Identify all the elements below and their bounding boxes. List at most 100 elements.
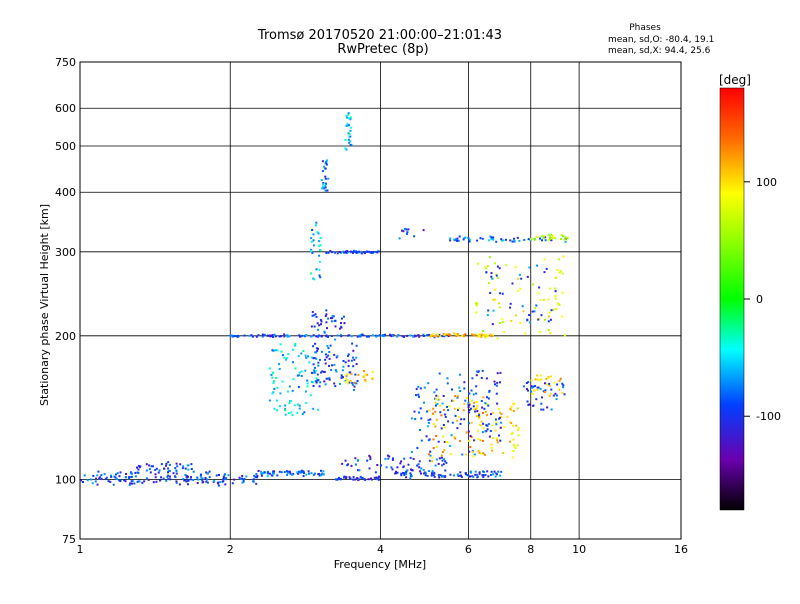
data-point — [449, 237, 452, 240]
data-point — [511, 240, 514, 243]
data-point — [311, 381, 314, 384]
data-point — [376, 464, 379, 466]
data-point — [160, 476, 162, 479]
data-point — [480, 424, 483, 427]
data-point — [550, 309, 553, 312]
data-point — [464, 236, 467, 239]
data-point — [183, 479, 186, 482]
data-point — [465, 397, 468, 400]
data-point — [426, 410, 429, 413]
data-point — [297, 470, 300, 473]
data-point — [496, 473, 498, 476]
data-point — [320, 469, 322, 472]
y-axis-ticks: 75 100 200 300 400 500 600 750 — [55, 56, 76, 546]
data-point — [355, 363, 358, 366]
y-tick-label: 600 — [55, 102, 76, 115]
data-point — [311, 371, 313, 374]
data-point — [478, 335, 481, 338]
data-point — [347, 138, 350, 141]
data-point — [392, 334, 394, 337]
data-point — [468, 403, 471, 406]
data-point — [536, 386, 539, 389]
data-point — [436, 334, 439, 337]
data-point — [466, 474, 469, 477]
data-point — [234, 335, 237, 337]
data-point — [113, 475, 116, 478]
data-point — [531, 386, 534, 389]
data-point — [157, 471, 160, 474]
data-point — [324, 186, 327, 189]
data-point — [283, 335, 286, 338]
data-point — [357, 479, 360, 482]
data-point — [476, 404, 479, 407]
data-point — [233, 335, 236, 338]
data-point — [224, 478, 227, 481]
data-point — [208, 476, 211, 479]
data-point — [480, 420, 483, 423]
data-point — [438, 398, 441, 401]
data-point — [346, 373, 349, 376]
data-point — [328, 357, 331, 360]
data-point — [498, 416, 501, 419]
data-point — [454, 414, 457, 417]
data-point — [468, 409, 471, 411]
data-point — [505, 264, 508, 267]
data-point — [313, 357, 316, 359]
data-point — [297, 472, 300, 475]
data-point — [182, 465, 185, 468]
data-point — [107, 480, 110, 483]
data-point — [280, 335, 283, 337]
data-point — [474, 408, 477, 411]
data-point — [322, 185, 324, 188]
data-point — [494, 475, 497, 478]
data-point — [341, 369, 344, 372]
data-point — [370, 251, 373, 253]
data-point — [313, 325, 316, 328]
data-point — [118, 479, 121, 482]
data-point — [425, 435, 428, 438]
data-point — [365, 335, 368, 338]
data-point — [478, 471, 481, 474]
data-point — [352, 349, 355, 352]
data-point — [320, 371, 323, 374]
data-point — [453, 436, 456, 439]
data-point — [279, 392, 282, 395]
data-point — [367, 335, 370, 338]
data-point — [494, 288, 497, 291]
data-point — [386, 454, 389, 457]
data-point — [112, 483, 115, 486]
data-point — [502, 239, 505, 242]
data-point — [543, 391, 546, 393]
data-point — [380, 334, 383, 337]
data-point — [347, 382, 350, 385]
data-point — [315, 351, 318, 354]
data-point — [149, 471, 152, 474]
data-point — [562, 384, 565, 387]
data-point — [311, 311, 314, 313]
data-point — [297, 355, 300, 358]
data-point — [467, 430, 470, 433]
data-point — [336, 355, 339, 358]
data-point — [361, 333, 364, 336]
data-point — [519, 287, 522, 290]
data-point — [90, 478, 93, 481]
data-point — [297, 374, 300, 377]
data-point — [482, 439, 484, 442]
data-point — [340, 335, 343, 338]
data-point — [419, 387, 422, 390]
data-point — [412, 335, 415, 337]
data-point — [278, 470, 281, 473]
data-point — [383, 334, 386, 337]
data-point — [109, 480, 112, 483]
data-point — [526, 318, 529, 321]
data-point — [323, 165, 326, 168]
data-point — [316, 373, 319, 376]
data-point — [566, 237, 569, 240]
data-point — [368, 467, 371, 470]
data-point — [536, 388, 539, 391]
data-point — [439, 474, 442, 477]
data-point — [94, 480, 97, 483]
data-point — [353, 385, 356, 388]
data-point — [513, 443, 515, 446]
data-point — [407, 463, 410, 466]
